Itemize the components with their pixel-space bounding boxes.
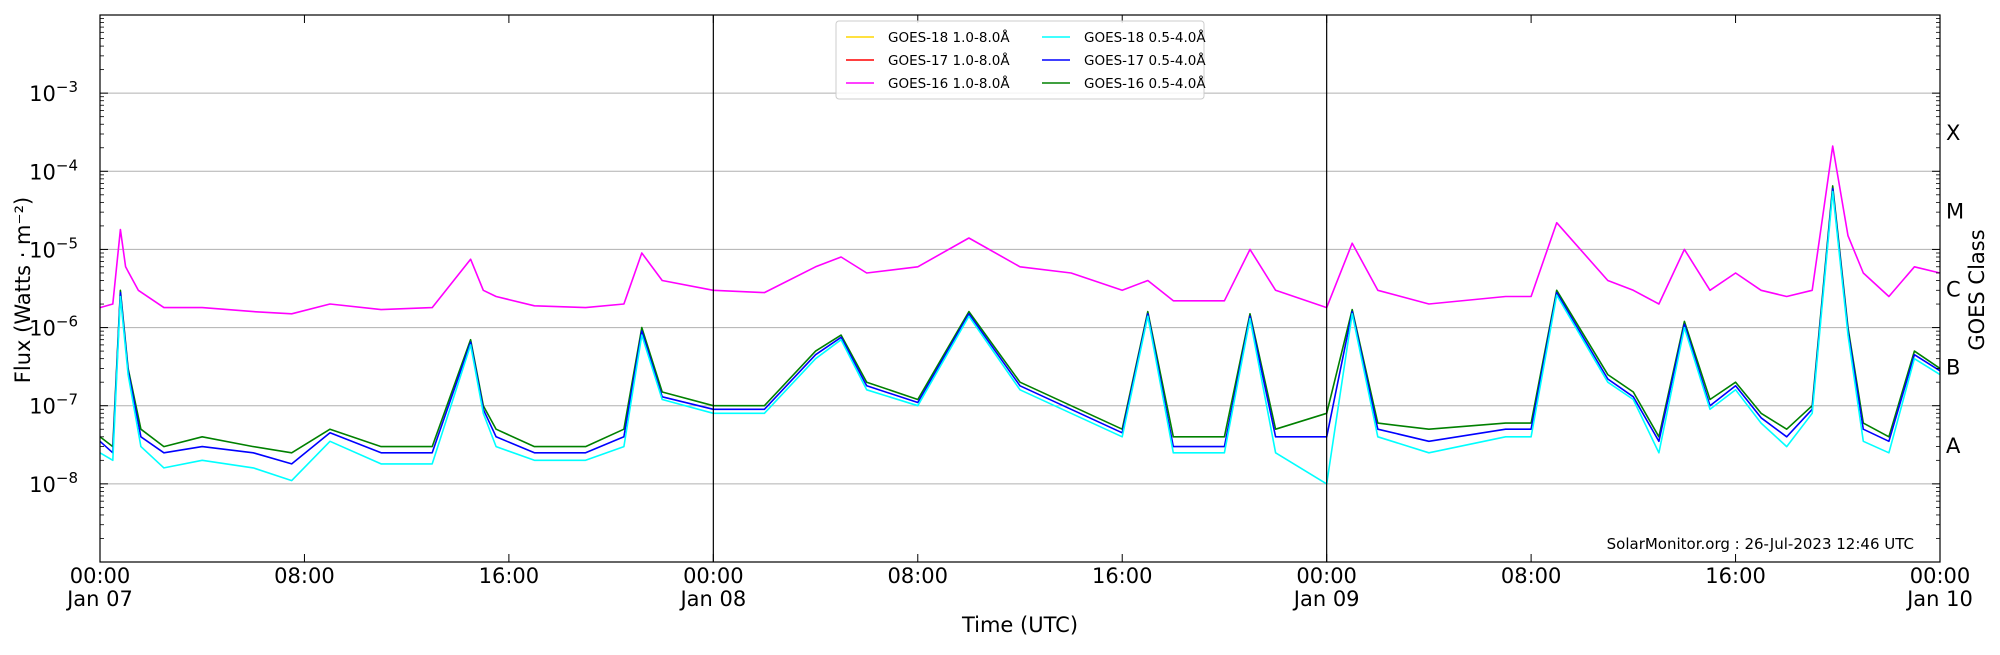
y-tick-base: 10 bbox=[29, 82, 56, 106]
x-tick-label: 08:00 bbox=[888, 564, 949, 588]
y-tick-base: 10 bbox=[29, 238, 56, 262]
goes-class-label: C bbox=[1946, 278, 1961, 302]
legend-label: GOES-18 0.5-4.0Å bbox=[1084, 29, 1206, 46]
y-tick-base: 10 bbox=[29, 473, 56, 497]
y-tick-exponent: −7 bbox=[56, 391, 78, 409]
series-line-0 bbox=[99, 145, 1941, 315]
x-tick-label: 00:00 bbox=[683, 564, 744, 588]
y-tick-exponent: −4 bbox=[56, 156, 78, 174]
goes-class-label: M bbox=[1946, 199, 1964, 223]
x-tick-label: 08:00 bbox=[1501, 564, 1562, 588]
y-tick-base: 10 bbox=[29, 395, 56, 419]
y2-axis-title: GOES Class bbox=[1965, 229, 1989, 350]
x-tick-label: 16:00 bbox=[479, 564, 540, 588]
x-tick-label: 00:00 bbox=[1296, 564, 1357, 588]
x-tick-label: 00:00 bbox=[1910, 564, 1971, 588]
legend-box bbox=[835, 20, 1205, 100]
x-axis-title: Time (UTC) bbox=[961, 613, 1078, 637]
legend-label: GOES-16 0.5-4.0Å bbox=[1084, 75, 1206, 92]
legend-label: GOES-17 0.5-4.0Å bbox=[1084, 52, 1206, 69]
x-tick-date-label: Jan 08 bbox=[678, 587, 746, 611]
x-tick-label: 00:00 bbox=[70, 564, 131, 588]
x-tick-date-label: Jan 09 bbox=[1292, 587, 1360, 611]
y-tick-label: 10−5 bbox=[29, 234, 78, 262]
series-line-3 bbox=[99, 190, 1941, 485]
legend-label: GOES-17 1.0-8.0Å bbox=[888, 52, 1010, 69]
y-tick-label: 10−4 bbox=[29, 156, 78, 184]
y-tick-base: 10 bbox=[29, 160, 56, 184]
x-tick-label: 08:00 bbox=[274, 564, 335, 588]
x-tick-label: 16:00 bbox=[1092, 564, 1153, 588]
goes-class-label: A bbox=[1946, 434, 1961, 458]
y-tick-label: 10−3 bbox=[29, 78, 78, 106]
credit-text: SolarMonitor.org : 26-Jul-2023 12:46 UTC bbox=[1607, 535, 1914, 553]
plot-frame bbox=[99, 14, 1941, 563]
y-tick-label: 10−7 bbox=[29, 391, 78, 419]
y-tick-label: 10−6 bbox=[29, 313, 78, 341]
series-line-2 bbox=[99, 187, 1941, 465]
legend-label: GOES-18 1.0-8.0Å bbox=[888, 29, 1010, 46]
y-axis-title: Flux (Watts · m⁻²) bbox=[11, 197, 35, 383]
x-tick-date-label: Jan 10 bbox=[1905, 587, 1973, 611]
series-layer bbox=[99, 145, 1941, 485]
y-tick-base: 10 bbox=[29, 317, 56, 341]
legend-label: GOES-16 1.0-8.0Å bbox=[888, 75, 1010, 92]
goes-class-label: X bbox=[1946, 121, 1960, 145]
y-tick-exponent: −5 bbox=[56, 234, 78, 252]
y-tick-exponent: −6 bbox=[56, 313, 78, 331]
x-tick-date-label: Jan 07 bbox=[65, 587, 133, 611]
y-tick-label: 10−8 bbox=[29, 469, 78, 497]
legend: GOES-18 1.0-8.0Å GOES-17 1.0-8.0Å GOES-16 … bbox=[835, 20, 1206, 100]
x-tick-label: 16:00 bbox=[1705, 564, 1766, 588]
y-tick-exponent: −3 bbox=[56, 78, 78, 96]
goes-class-label: B bbox=[1946, 356, 1960, 380]
y-tick-exponent: −8 bbox=[56, 469, 78, 487]
series-line-1 bbox=[99, 185, 1941, 454]
frame-layer bbox=[99, 14, 1941, 563]
